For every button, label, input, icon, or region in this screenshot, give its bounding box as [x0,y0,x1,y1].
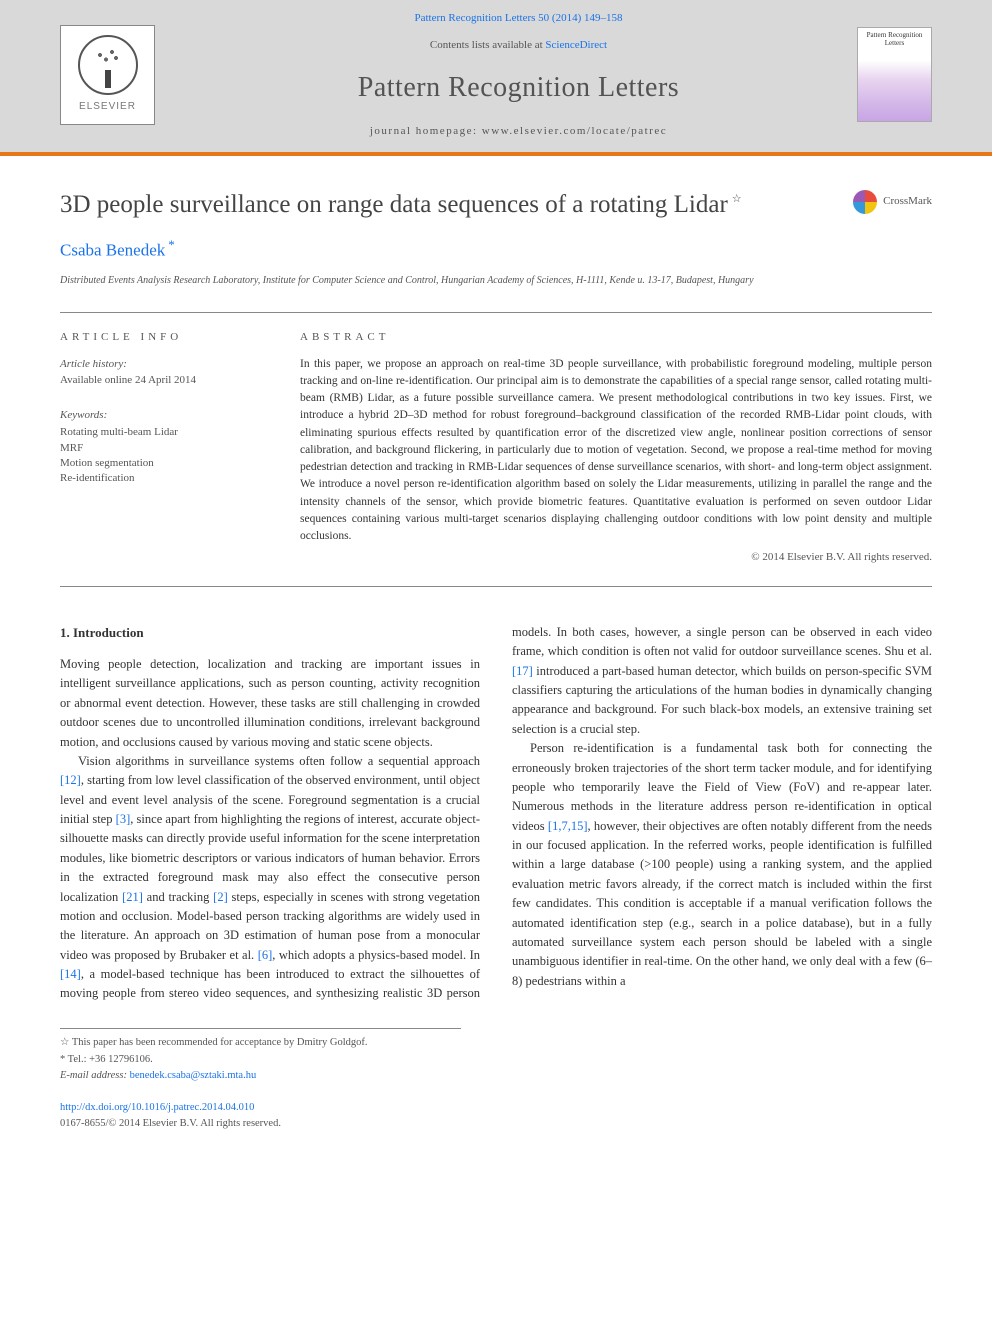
title-note-marker: ☆ [732,193,742,205]
contents-prefix: Contents lists available at [430,39,545,51]
history-text: Available online 24 April 2014 [60,372,270,389]
header-center: Pattern Recognition Letters 50 (2014) 14… [180,10,857,140]
citation-link[interactable]: [2] [213,890,228,904]
footnote-acceptance: ☆ This paper has been recommended for ac… [60,1035,461,1051]
section-heading: 1. Introduction [60,623,480,643]
email-label: E-mail address: [60,1070,130,1081]
keyword-item: Re-identification [60,471,270,486]
journal-cover-thumbnail[interactable]: Pattern Recognition Letters [857,27,932,122]
abstract-heading: ABSTRACT [300,329,932,346]
issn-copyright: 0167-8655/© 2014 Elsevier B.V. All right… [60,1116,932,1132]
abstract-column: ABSTRACT In this paper, we propose an ap… [300,329,932,566]
crossmark-icon [853,190,877,214]
info-abstract-row: ARTICLE INFO Article history: Available … [60,312,932,587]
article-info: ARTICLE INFO Article history: Available … [60,329,300,566]
footnote-corresponding: * Tel.: +36 12796106. [60,1052,461,1068]
article-info-heading: ARTICLE INFO [60,329,270,346]
journal-header: ELSEVIER Pattern Recognition Letters 50 … [0,0,992,156]
crossmark-label: CrossMark [883,193,932,210]
abstract-text: In this paper, we propose an approach on… [300,356,932,546]
crossmark-badge[interactable]: CrossMark [853,190,932,214]
article-title: 3D people surveillance on range data seq… [60,186,833,224]
email-link[interactable]: benedek.csaba@sztaki.mta.hu [130,1070,257,1081]
body-two-column: 1. Introduction Moving people detection,… [60,623,932,1004]
publisher-logo[interactable]: ELSEVIER [60,25,155,125]
abstract-copyright: © 2014 Elsevier B.V. All rights reserved… [300,549,932,566]
contents-available: Contents lists available at ScienceDirec… [180,37,857,54]
citation-link[interactable]: [12] [60,773,81,787]
section-title: Introduction [73,625,144,640]
keyword-item: Motion segmentation [60,456,270,471]
citation-link[interactable]: [21] [122,890,143,904]
section-number: 1. [60,625,70,640]
elsevier-tree-icon [78,35,138,95]
citation-link[interactable]: [17] [512,664,533,678]
keywords-label: Keywords: [60,407,270,424]
affiliation: Distributed Events Analysis Research Lab… [60,273,932,288]
title-text: 3D people surveillance on range data seq… [60,191,728,218]
citation-link[interactable]: [14] [60,967,81,981]
citation-link[interactable]: [3] [116,812,131,826]
footnote-email: E-mail address: benedek.csaba@sztaki.mta… [60,1068,461,1084]
doi-block: http://dx.doi.org/10.1016/j.patrec.2014.… [60,1100,932,1132]
keyword-item: Rotating multi-beam Lidar [60,425,270,440]
corresponding-marker: * [168,237,175,252]
title-row: 3D people surveillance on range data seq… [60,186,932,224]
journal-reference[interactable]: Pattern Recognition Letters 50 (2014) 14… [180,10,857,27]
citation-link[interactable]: [1,7,15] [548,819,588,833]
article-body: 3D people surveillance on range data seq… [0,156,992,1162]
paragraph: Person re-identification is a fundamenta… [512,739,932,991]
cover-title: Pattern Recognition Letters [862,32,927,47]
publisher-name: ELSEVIER [79,99,136,114]
sciencedirect-link[interactable]: ScienceDirect [545,39,607,51]
keyword-item: MRF [60,441,270,456]
journal-homepage: journal homepage: www.elsevier.com/locat… [180,123,857,140]
homepage-prefix: journal homepage: [370,125,482,137]
footnotes: ☆ This paper has been recommended for ac… [60,1028,461,1084]
homepage-url[interactable]: www.elsevier.com/locate/patrec [482,125,667,137]
author-name[interactable]: Csaba Benedek [60,241,165,260]
history-label: Article history: [60,356,270,373]
doi-link[interactable]: http://dx.doi.org/10.1016/j.patrec.2014.… [60,1100,932,1116]
journal-title: Pattern Recognition Letters [180,67,857,109]
citation-link[interactable]: [6] [258,948,273,962]
paragraph: Moving people detection, localization an… [60,655,480,752]
author-line: Csaba Benedek* [60,235,932,263]
